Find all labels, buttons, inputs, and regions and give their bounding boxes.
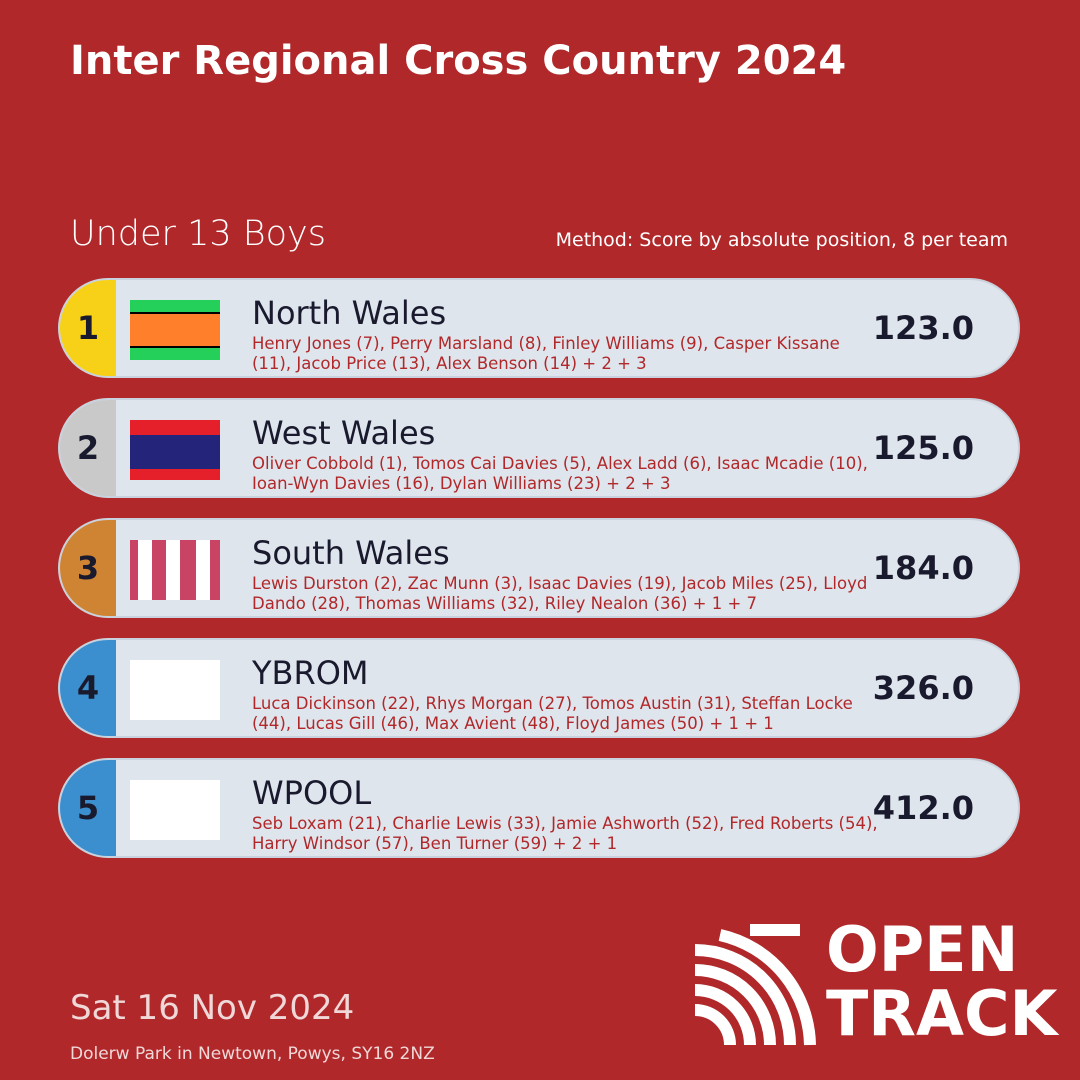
date: Sat 16 Nov 2024 [70, 988, 355, 1028]
rank: 4 [60, 640, 116, 736]
team-members: Oliver Cobbold (1), Tomos Cai Davies (5)… [252, 454, 868, 493]
venue: Dolerw Park in Newtown, Powys, SY16 2NZ [70, 1044, 435, 1064]
rank: 1 [60, 280, 116, 376]
team-score: 184.0 [872, 549, 974, 587]
flag [130, 780, 220, 840]
team-score: 125.0 [872, 429, 974, 467]
flag [130, 300, 220, 360]
logo-text: OPEN [826, 913, 1019, 986]
logo-text: TRACK [826, 977, 1058, 1050]
rank: 5 [60, 760, 116, 856]
flag [130, 660, 220, 720]
title: Inter Regional Cross Country 2024 [70, 38, 847, 84]
subtitle: Under 13 Boys [70, 214, 327, 254]
team-score: 326.0 [872, 669, 974, 707]
flag [130, 540, 220, 600]
team-name: West Wales [252, 414, 436, 452]
rank: 3 [60, 520, 116, 616]
team-score: 412.0 [872, 789, 974, 827]
team-row: 1 North Wales Henry Jones (7), Perry Marsl… [58, 278, 1020, 378]
method: Method: Score by absolute position, 8 pe… [555, 229, 1008, 251]
logo-mark [694, 924, 816, 1046]
team-name: North Wales [252, 294, 447, 332]
team-members: Seb Loxam (21), Charlie Lewis (33), Jami… [252, 814, 878, 853]
team-members: Luca Dickinson (22), Rhys Morgan (27), T… [252, 694, 853, 733]
flag [130, 420, 220, 480]
team-members: Henry Jones (7), Perry Marsland (8), Fin… [252, 334, 840, 373]
rank: 2 [60, 400, 116, 496]
team-name: YBROM [252, 654, 369, 692]
team-name: South Wales [252, 534, 450, 572]
team-score: 123.0 [872, 309, 974, 347]
team-name: WPOOL [252, 774, 372, 812]
team-members: Lewis Durston (2), Zac Munn (3), Isaac D… [252, 574, 868, 613]
